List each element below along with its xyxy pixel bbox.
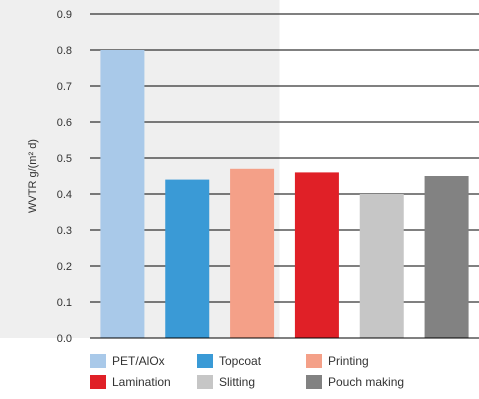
legend-swatch bbox=[306, 375, 322, 389]
legend-label: Slitting bbox=[219, 375, 255, 389]
legend-swatch bbox=[197, 375, 213, 389]
legend-label: PET/AlOx bbox=[112, 354, 165, 368]
legend-label: Pouch making bbox=[328, 375, 404, 389]
legend-swatch bbox=[90, 354, 106, 368]
legend-item: Pouch making bbox=[306, 375, 404, 389]
y-tick-label: 0.6 bbox=[57, 117, 72, 129]
bar-pet-alox bbox=[100, 50, 145, 338]
bar-pouch-making bbox=[424, 176, 469, 338]
legend-label: Printing bbox=[328, 354, 369, 368]
bars bbox=[100, 50, 469, 338]
bar-topcoat bbox=[165, 179, 210, 338]
bar-slitting bbox=[359, 194, 404, 338]
y-tick-label: 0.5 bbox=[57, 153, 72, 165]
bar-lamination bbox=[294, 172, 339, 338]
y-tick-label: 0.1 bbox=[57, 297, 72, 309]
legend-swatch bbox=[197, 354, 213, 368]
y-tick-label: 0.2 bbox=[57, 261, 72, 273]
legend-label: Lamination bbox=[112, 375, 171, 389]
y-tick-label: 0.7 bbox=[57, 81, 72, 93]
legend-swatch bbox=[90, 375, 106, 389]
legend: PET/AlOx Topcoat Printing Lamination Slittin… bbox=[90, 354, 404, 389]
y-axis: 0.0 0.1 0.2 0.3 0.4 0.5 0.6 0.7 0.8 0.9 bbox=[57, 9, 72, 345]
legend-item: Slitting bbox=[197, 375, 255, 389]
grid-lines bbox=[90, 13, 479, 303]
y-tick-label: 0.3 bbox=[57, 225, 72, 237]
legend-label: Topcoat bbox=[219, 354, 262, 368]
legend-item: PET/AlOx bbox=[90, 354, 165, 368]
legend-swatch bbox=[306, 354, 322, 368]
legend-item: Topcoat bbox=[197, 354, 262, 368]
y-tick-label: 0.4 bbox=[57, 189, 72, 201]
y-tick-label: 0.0 bbox=[57, 333, 72, 345]
legend-item: Printing bbox=[306, 354, 369, 368]
y-tick-label: 0.8 bbox=[57, 45, 72, 57]
y-axis-title: WVTR g/(m² d) bbox=[27, 139, 39, 213]
y-tick-label: 0.9 bbox=[57, 9, 72, 21]
legend-item: Lamination bbox=[90, 375, 171, 389]
bar-printing bbox=[230, 168, 275, 338]
